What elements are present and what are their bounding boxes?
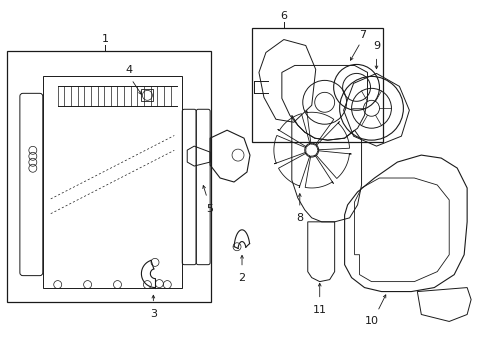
Text: 11: 11 (313, 305, 327, 315)
Text: 6: 6 (280, 10, 287, 21)
Text: 10: 10 (365, 316, 378, 327)
Text: 1: 1 (101, 33, 108, 44)
Bar (7, 50, 211, 302)
Text: 4: 4 (126, 66, 133, 75)
Bar (252, 28, 384, 142)
Text: 5: 5 (207, 204, 214, 214)
Bar (43, 76, 182, 288)
Text: 8: 8 (296, 213, 303, 223)
Bar (142, 89, 153, 101)
Text: 9: 9 (373, 41, 380, 51)
Text: 2: 2 (239, 273, 245, 283)
Text: 3: 3 (150, 309, 157, 319)
Text: 7: 7 (359, 30, 366, 40)
